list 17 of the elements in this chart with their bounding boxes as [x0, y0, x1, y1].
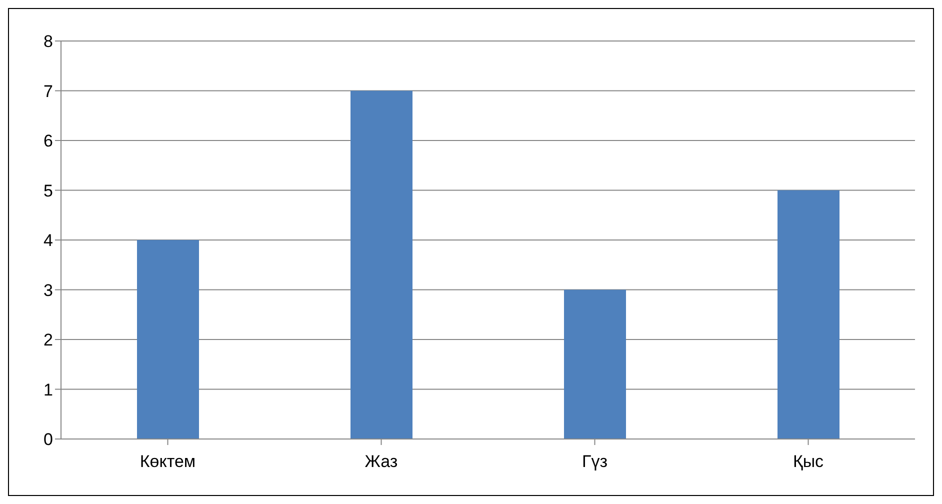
bar: [350, 90, 412, 439]
bar: [778, 190, 840, 439]
x-tick-label: Қыс: [792, 452, 824, 472]
y-tick-label: 5: [44, 181, 53, 200]
y-tick-label: 4: [44, 231, 53, 250]
x-tick-label: Көктем: [140, 452, 196, 472]
y-tick-label: 3: [44, 280, 53, 300]
y-tick-label: 7: [44, 82, 53, 101]
y-tick-label: 1: [44, 380, 53, 400]
y-tick-label: 8: [44, 32, 53, 52]
x-tick-label: Гүз: [582, 452, 608, 472]
bar: [564, 290, 626, 439]
bar: [137, 240, 199, 439]
y-tick-label: 6: [44, 132, 53, 151]
x-tick-label: Жаз: [364, 452, 398, 472]
y-tick-label: 0: [44, 430, 53, 450]
y-tick-label: 2: [44, 330, 53, 350]
